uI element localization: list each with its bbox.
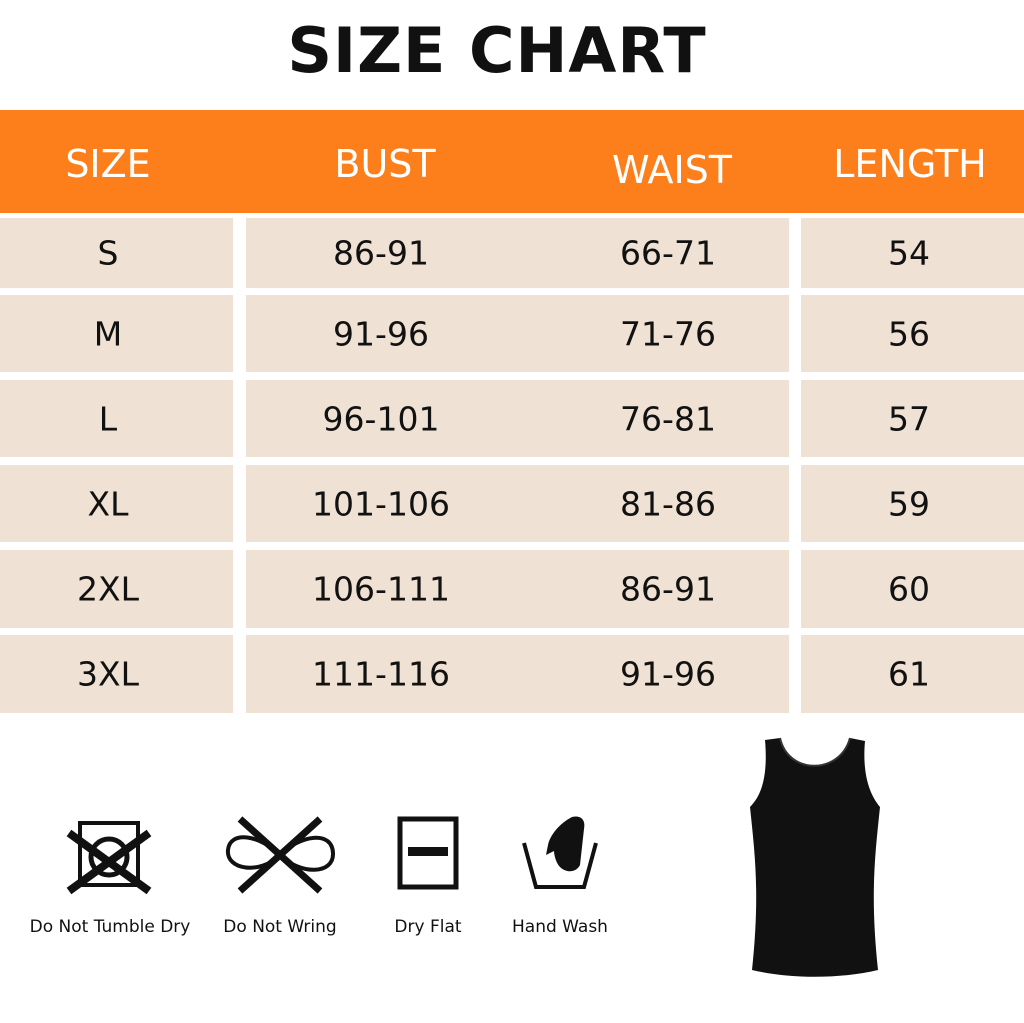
hand-wash-icon — [522, 816, 598, 889]
row-background — [801, 218, 1024, 288]
cell-size: L — [98, 399, 118, 438]
do-not-tumble-dry-icon — [66, 821, 152, 895]
cell-size: M — [93, 314, 123, 353]
table-row: 2XL 106-111 86-91 60 — [0, 550, 1024, 628]
cell-waist: 81-86 — [620, 484, 716, 523]
care-dry-flat: Dry Flat — [378, 815, 478, 937]
cell-bust: 111-116 — [312, 654, 450, 694]
care-hand-wash: Hand Wash — [500, 815, 620, 937]
table-row: 3XL 111-116 91-96 61 — [0, 635, 1024, 713]
cell-length: 59 — [888, 484, 930, 523]
cell-length: 61 — [888, 654, 930, 694]
column-header-waist: WAIST — [611, 148, 733, 192]
cell-waist: 86-91 — [620, 569, 716, 609]
row-background — [0, 465, 233, 542]
dry-flat-icon — [397, 816, 459, 890]
care-label: Do Not Wring — [223, 917, 337, 937]
cell-waist: 76-81 — [620, 399, 716, 438]
table-row: XL 101-106 81-86 59 — [0, 465, 1024, 542]
cell-bust: 86-91 — [333, 233, 429, 273]
row-background — [246, 550, 789, 628]
row-background — [0, 550, 233, 628]
row-background — [801, 465, 1024, 542]
cell-bust: 101-106 — [312, 484, 450, 523]
cell-waist: 71-76 — [620, 314, 716, 353]
cell-length: 57 — [888, 399, 930, 438]
care-do-not-tumble-dry: Do Not Tumble Dry — [20, 815, 200, 937]
care-label: Hand Wash — [512, 917, 608, 937]
product-image-tank-top — [750, 737, 880, 977]
cell-length: 56 — [888, 314, 930, 353]
row-background — [0, 380, 233, 457]
row-background — [0, 635, 233, 713]
row-background — [801, 635, 1024, 713]
column-header-bust: BUST — [334, 142, 436, 186]
row-background — [246, 635, 789, 713]
cell-size: 2XL — [77, 569, 139, 609]
row-background — [246, 295, 789, 372]
do-not-wring-icon — [226, 816, 336, 894]
care-label: Dry Flat — [394, 917, 462, 937]
table-row: L 96-101 76-81 57 — [0, 380, 1024, 457]
row-background — [246, 465, 789, 542]
cell-size: 3XL — [77, 654, 139, 694]
care-do-not-wring: Do Not Wring — [200, 815, 360, 937]
column-header-length: LENGTH — [833, 142, 987, 186]
table-row: M 91-96 71-76 56 — [0, 295, 1024, 372]
column-header-size: SIZE — [65, 142, 151, 186]
cell-waist: 91-96 — [620, 654, 716, 694]
row-background — [246, 218, 789, 288]
row-background — [801, 380, 1024, 457]
row-background — [0, 295, 233, 372]
cell-length: 60 — [888, 569, 930, 609]
cell-bust: 91-96 — [333, 314, 429, 353]
cell-size: XL — [87, 484, 129, 523]
care-label: Do Not Tumble Dry — [29, 917, 191, 937]
row-background — [801, 550, 1024, 628]
table-header: SIZE BUST WAIST LENGTH — [0, 110, 1024, 213]
cell-bust: 96-101 — [322, 399, 440, 438]
row-background — [246, 380, 789, 457]
row-background — [0, 218, 233, 288]
cell-length: 54 — [888, 233, 930, 273]
page-title: SIZE CHART — [287, 14, 707, 87]
table-row: S 86-91 66-71 54 — [0, 218, 1024, 288]
cell-waist: 66-71 — [620, 233, 716, 273]
cell-bust: 106-111 — [312, 569, 450, 609]
row-background — [801, 295, 1024, 372]
cell-size: S — [97, 233, 119, 273]
